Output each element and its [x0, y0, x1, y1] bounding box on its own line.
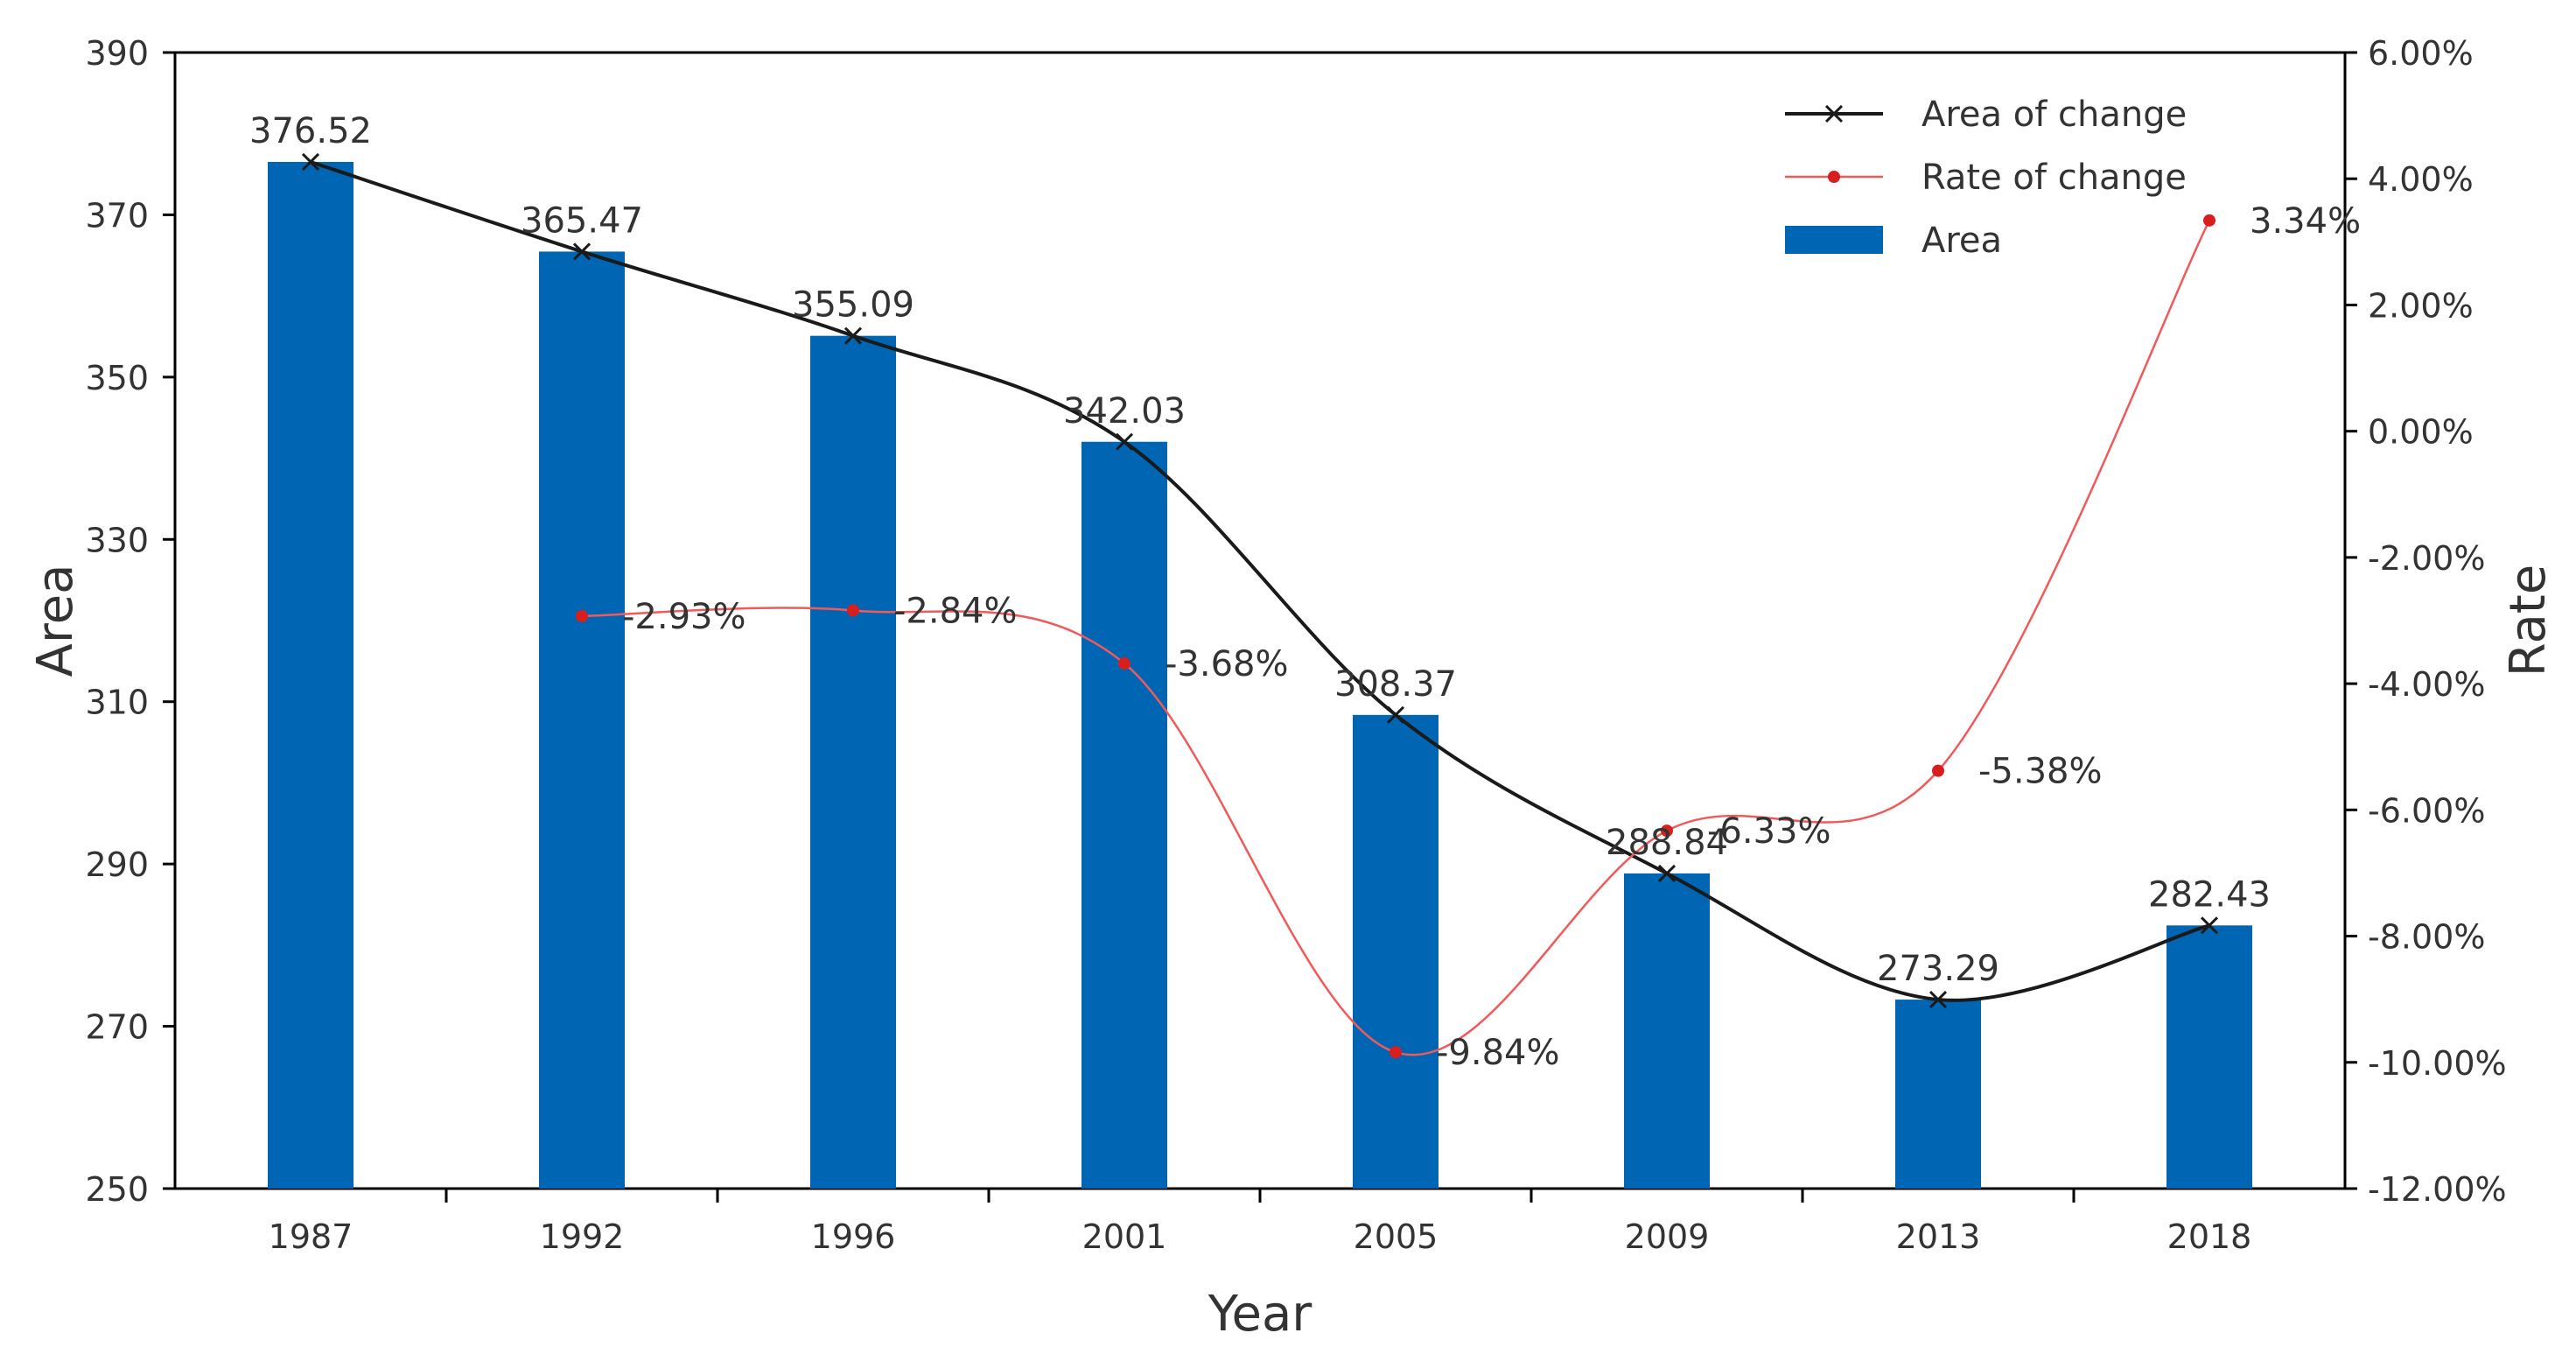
x-axis-tick-label: 1992: [540, 1217, 625, 1256]
area-of-change-marker-2005: [1386, 705, 1405, 724]
x-axis-title: Year: [1208, 1286, 1313, 1343]
rate-data-label: -3.68%: [1165, 644, 1289, 684]
rate-data-label: -2.84%: [893, 591, 1018, 631]
rate-data-label: -9.84%: [1436, 1033, 1560, 1073]
y2-axis-tick-label: -6.00%: [2368, 791, 2485, 830]
bar-data-label: 288.84: [1606, 823, 1728, 863]
rate-of-change-marker-2009: [1661, 824, 1673, 838]
area-of-change-marker-1987: [301, 152, 320, 172]
x-axis-tick-label: 2013: [1896, 1217, 1981, 1256]
area-of-change-marker-1992: [572, 242, 592, 261]
bar-data-label: 365.47: [521, 200, 643, 241]
rate-data-label: -2.93%: [622, 597, 746, 637]
bar-area-2005: [1353, 714, 1438, 1189]
x-axis-tick-label: 2009: [1625, 1217, 1710, 1256]
bar-data-label: 308.37: [1334, 664, 1457, 705]
bar-area-2009: [1624, 873, 1710, 1189]
rate-data-label: 3.34%: [2250, 201, 2361, 242]
bar-area-2018: [2166, 925, 2252, 1189]
rate-of-change-marker-1996: [847, 604, 859, 617]
y2-axis-tick-label: 4.00%: [2368, 160, 2474, 199]
y2-axis-tick-label: 0.00%: [2368, 413, 2474, 452]
y2-axis-tick-label: -12.00%: [2368, 1170, 2507, 1209]
y-axis-tick-label: 310: [85, 684, 149, 722]
y-axis-tick-label: 250: [85, 1170, 149, 1209]
bar-area-2013: [1895, 1000, 1981, 1189]
bar-area-1992: [539, 251, 625, 1189]
y2-axis-tick-label: -10.00%: [2368, 1044, 2507, 1083]
rate-data-label: -5.38%: [1978, 752, 2103, 792]
y2-axis-title: Rate: [2500, 565, 2557, 677]
rate-of-change-marker-2013: [1932, 764, 1944, 777]
bar-data-label: 376.52: [249, 111, 372, 151]
rate-data-label: -6.33%: [1707, 811, 1831, 852]
y-axis-title: Area: [27, 565, 84, 677]
bar-data-label: 342.03: [1063, 391, 1186, 431]
y2-axis-tick-label: -4.00%: [2368, 665, 2485, 704]
y-axis-tick-label: 290: [85, 845, 149, 884]
y2-axis-tick-label: -2.00%: [2368, 539, 2485, 578]
y-axis-tick-label: 330: [85, 521, 149, 559]
x-axis-tick-label: 2018: [2167, 1217, 2252, 1256]
area-of-change-marker-2018: [2200, 916, 2219, 935]
legend-swatch-area: [1785, 226, 1883, 254]
legend-marker-rate-of-change: [1828, 171, 1840, 183]
rate-of-change-marker-2018: [2203, 214, 2216, 227]
legend-marker-area-of-change: [1824, 104, 1844, 123]
y2-axis-tick-label: 6.00%: [2368, 34, 2474, 73]
rate-of-change-line: [581, 220, 2211, 1056]
bar-area-1987: [268, 161, 354, 1189]
y2-axis-tick-label: 2.00%: [2368, 286, 2474, 325]
x-axis-tick-label: 1987: [269, 1217, 354, 1256]
area-of-change-marker-1996: [844, 326, 863, 345]
x-axis-tick-label: 2001: [1082, 1217, 1167, 1256]
x-axis-tick-label: 2005: [1354, 1217, 1438, 1256]
rate-of-change-marker-1992: [576, 609, 588, 622]
rate-of-change-marker-2001: [1118, 657, 1130, 670]
bar-area-2001: [1082, 441, 1167, 1189]
legend-label-area-of-change: Area of change: [1922, 95, 2187, 135]
area-of-change-marker-2001: [1115, 432, 1134, 451]
y-axis-tick-label: 370: [85, 196, 149, 235]
y2-axis-tick-label: -8.00%: [2368, 918, 2485, 957]
legend-label-area: Area: [1922, 221, 2002, 261]
bar-data-label: 355.09: [792, 285, 914, 326]
legend-label-rate-of-change: Rate of change: [1922, 158, 2187, 198]
plot-frame: [173, 51, 2347, 1190]
rate-of-change-marker-2005: [1390, 1046, 1402, 1059]
bar-data-label: 273.29: [1877, 949, 1999, 989]
x-axis-tick-label: 1996: [811, 1217, 896, 1256]
area-of-change-marker-2013: [1928, 991, 1948, 1009]
area-of-change-line: [310, 160, 2210, 1002]
y-axis-tick-label: 390: [85, 34, 149, 73]
y-axis-tick-label: 270: [85, 1008, 149, 1047]
y-axis-tick-label: 350: [85, 359, 149, 397]
bar-data-label: 282.43: [2148, 874, 2271, 915]
bar-area-1996: [810, 335, 896, 1189]
area-of-change-marker-2009: [1657, 864, 1676, 882]
